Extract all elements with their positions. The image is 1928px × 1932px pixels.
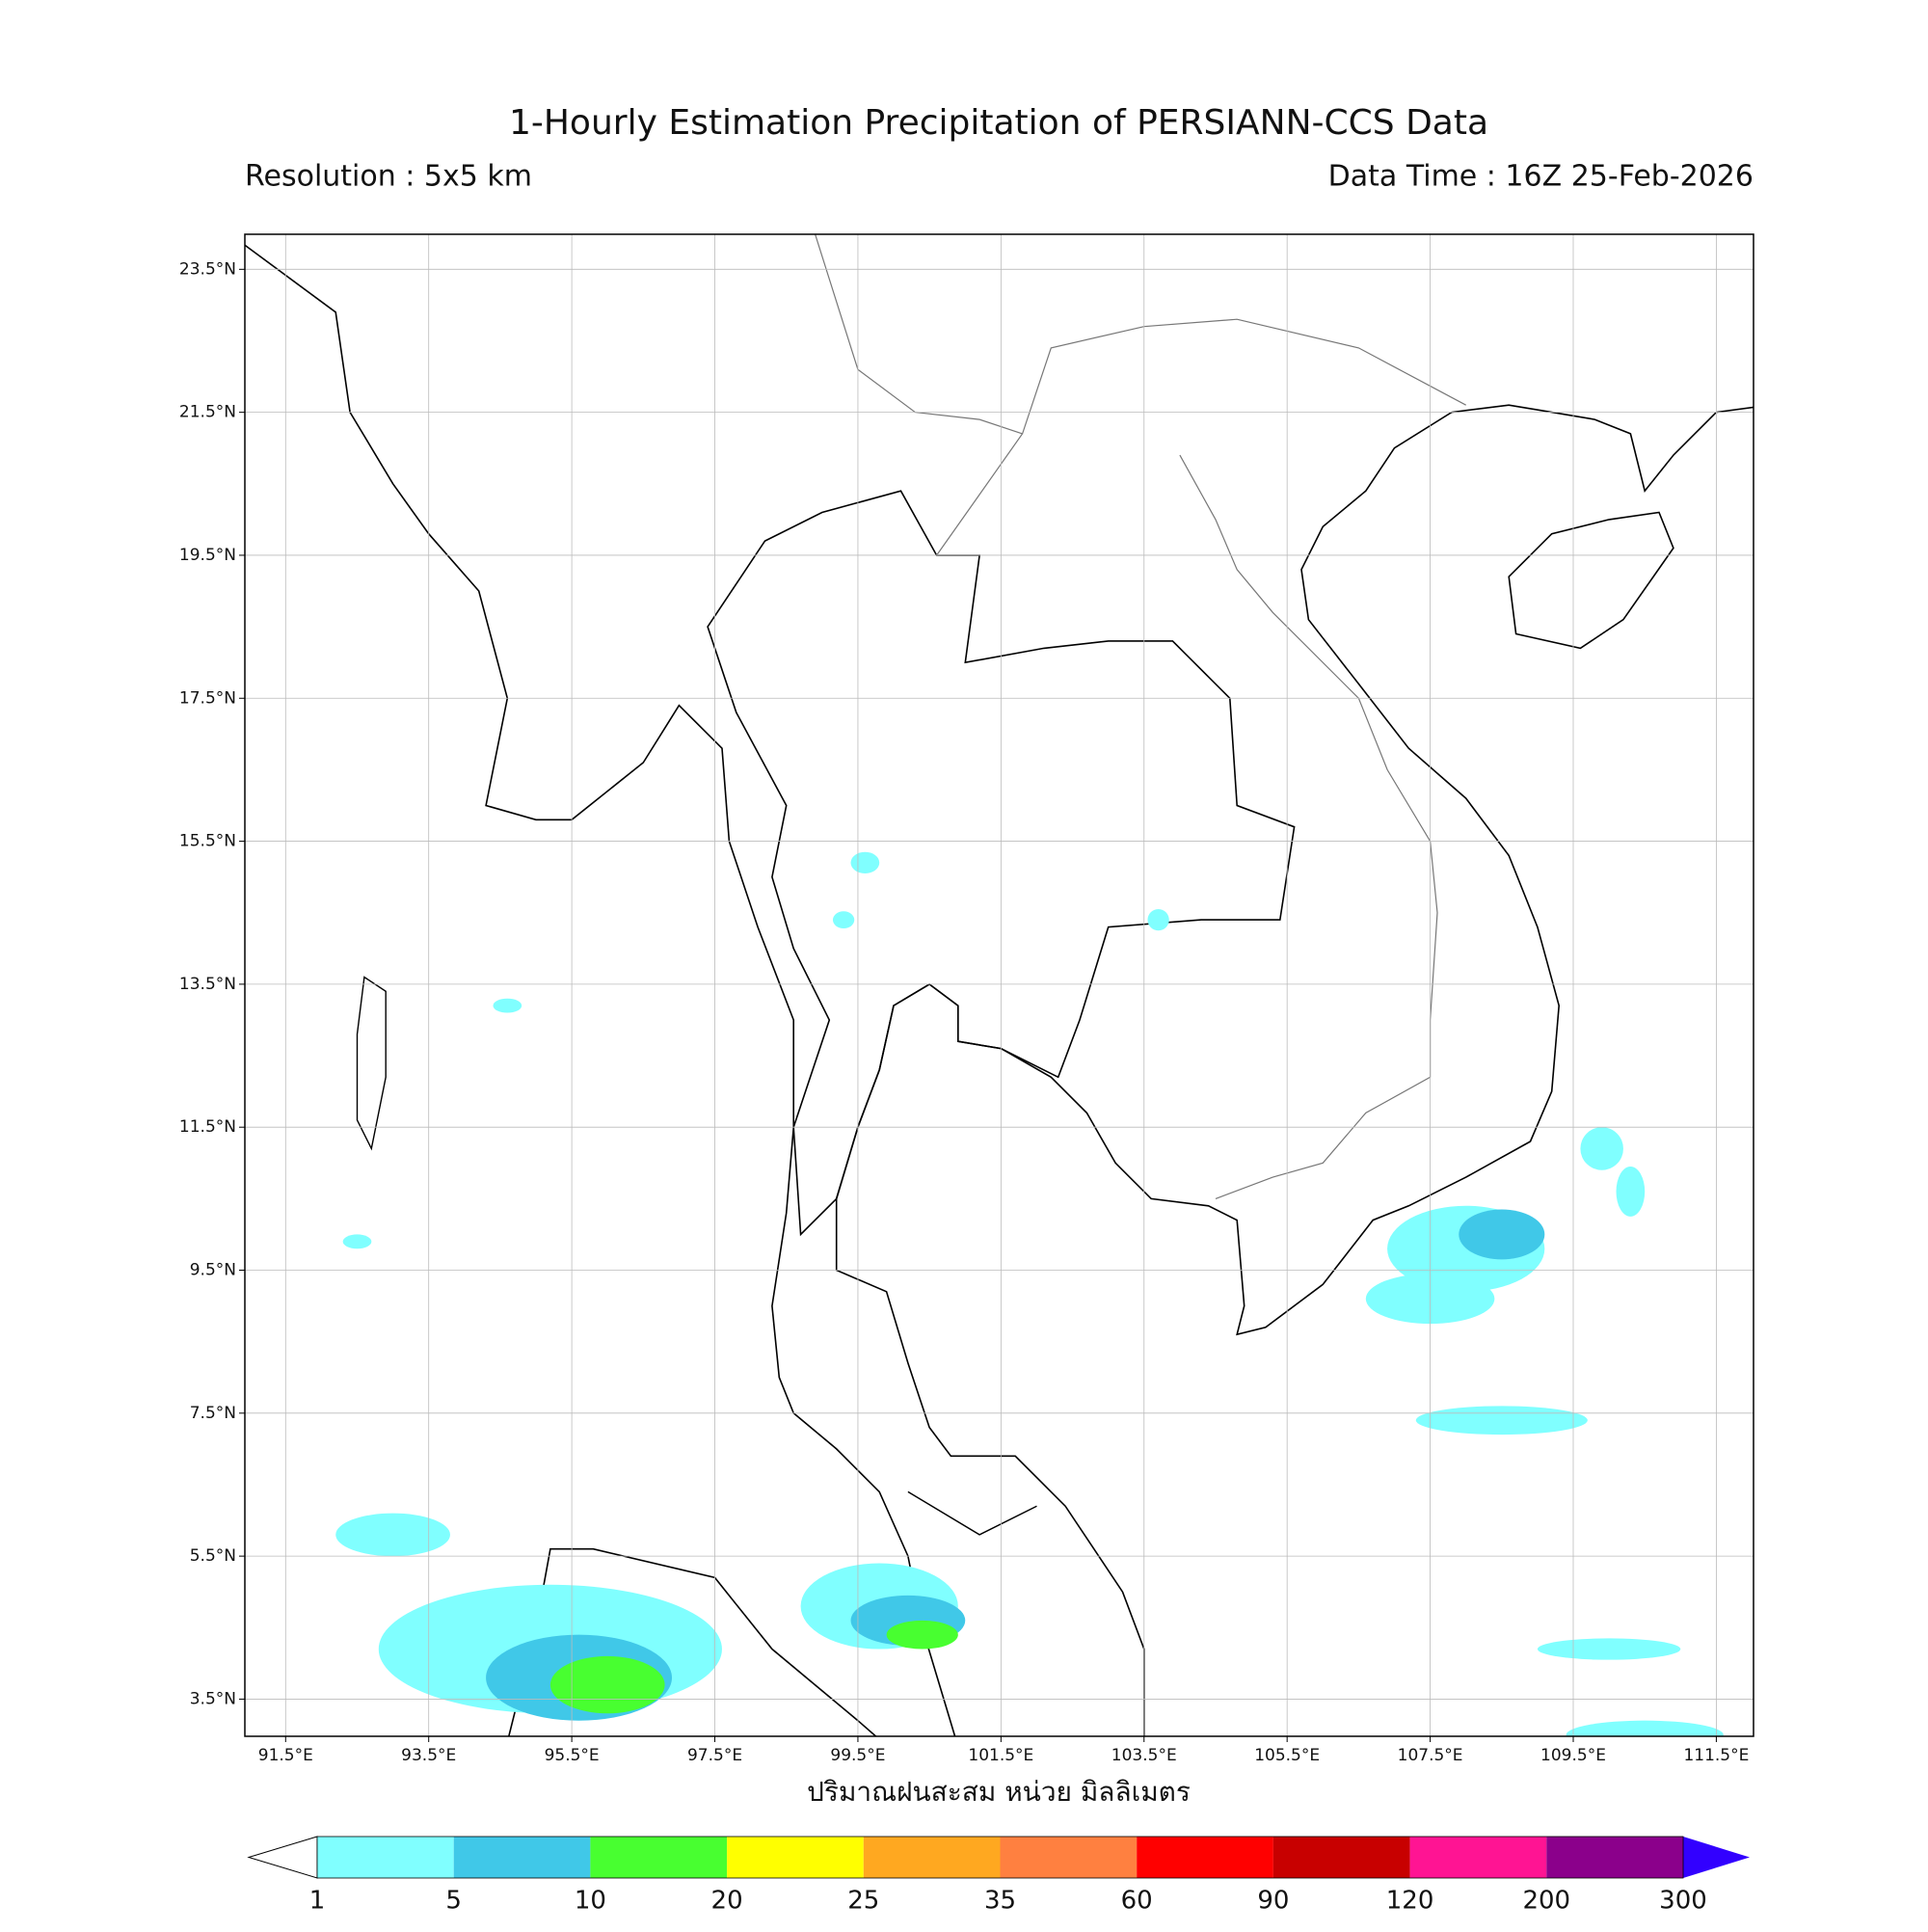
- colorbar-label: 5: [445, 1887, 462, 1916]
- rain-area: [1580, 1127, 1623, 1170]
- title: 1-Hourly Estimation Precipitation of PER…: [509, 103, 1488, 143]
- rain-area: [493, 998, 522, 1013]
- y-tick-label: 23.5°N: [179, 259, 236, 279]
- x-tick-label: 111.5°E: [1683, 1746, 1749, 1765]
- x-axis-label: ปริมาณฝนสะสม หน่วย มิลลิเมตร: [807, 1776, 1191, 1808]
- colorbar-label: 60: [1121, 1887, 1153, 1916]
- x-tick-label: 107.5°E: [1398, 1746, 1463, 1765]
- map-area: [245, 234, 1754, 1736]
- y-tick-label: 11.5°N: [179, 1117, 236, 1137]
- rain-area: [1616, 1166, 1646, 1217]
- x-tick-label: 93.5°E: [401, 1746, 456, 1765]
- x-tick-label: 91.5°E: [258, 1746, 313, 1765]
- colorbar-box: [590, 1837, 728, 1878]
- x-tick-label: 109.5°E: [1540, 1746, 1606, 1765]
- colorbar-label: 35: [984, 1887, 1016, 1916]
- y-tick-label: 21.5°N: [179, 403, 236, 422]
- y-tick-label: 9.5°N: [190, 1261, 236, 1280]
- colorbar-label: 300: [1659, 1887, 1707, 1916]
- y-tick-label: 19.5°N: [179, 546, 236, 565]
- colorbar-box: [453, 1837, 591, 1878]
- x-tick-label: 95.5°E: [545, 1746, 600, 1765]
- colorbar-label: 90: [1257, 1887, 1289, 1916]
- y-tick-label: 13.5°N: [179, 975, 236, 994]
- rain-area: [1147, 909, 1169, 931]
- colorbar-label: 200: [1522, 1887, 1570, 1916]
- x-tick-label: 101.5°E: [968, 1746, 1033, 1765]
- rain-area: [342, 1234, 372, 1249]
- rain-area: [549, 1655, 665, 1714]
- colorbar-box: [1137, 1837, 1273, 1878]
- rain-area: [1415, 1406, 1588, 1436]
- rain-area: [886, 1620, 958, 1650]
- colorbar-box: [727, 1837, 864, 1878]
- y-tick-label: 7.5°N: [190, 1404, 236, 1423]
- x-tick-label: 105.5°E: [1254, 1746, 1320, 1765]
- x-tick-label: 99.5°E: [830, 1746, 885, 1765]
- country-border: [907, 1490, 1037, 1536]
- resolution: Resolution : 5x5 km: [245, 160, 532, 194]
- rain-area: [1459, 1209, 1545, 1260]
- colorbar-frame: [316, 1836, 1684, 1879]
- country-border: [1179, 454, 1438, 1199]
- colorbar-label: 10: [575, 1887, 606, 1916]
- colorbar-over: [1683, 1837, 1750, 1878]
- coastline: [356, 976, 387, 1151]
- rain-area: [832, 911, 855, 929]
- rain-area: [1566, 1720, 1724, 1736]
- country-border: [814, 234, 1023, 435]
- colorbar-box: [1409, 1837, 1547, 1878]
- y-tick-label: 3.5°N: [190, 1689, 236, 1708]
- colorbar-box: [1000, 1837, 1138, 1878]
- coastline: [1508, 511, 1674, 650]
- rain-area: [850, 851, 880, 873]
- y-tick-label: 17.5°N: [179, 688, 236, 708]
- colorbar-box: [1272, 1837, 1410, 1878]
- x-tick-label: 103.5°E: [1111, 1746, 1177, 1765]
- colorbar-box: [863, 1837, 1001, 1878]
- rain-area: [335, 1513, 450, 1557]
- colorbar-box: [1546, 1837, 1683, 1878]
- colorbar-label: 25: [847, 1887, 879, 1916]
- colorbar-label: 1: [309, 1887, 326, 1916]
- x-tick-label: 97.5°E: [687, 1746, 742, 1765]
- rain-area: [1537, 1638, 1681, 1660]
- colorbar-label: 20: [711, 1887, 743, 1916]
- map-frame: [244, 233, 1754, 1737]
- y-tick-label: 5.5°N: [190, 1546, 236, 1566]
- colorbar-under: [247, 1836, 318, 1879]
- colorbar-label: 120: [1386, 1887, 1434, 1916]
- y-tick-label: 15.5°N: [179, 832, 236, 851]
- country-border: [707, 490, 1296, 1237]
- colorbar-box: [317, 1837, 454, 1878]
- data-time: Data Time : 16Z 25-Feb-2026: [1328, 160, 1754, 194]
